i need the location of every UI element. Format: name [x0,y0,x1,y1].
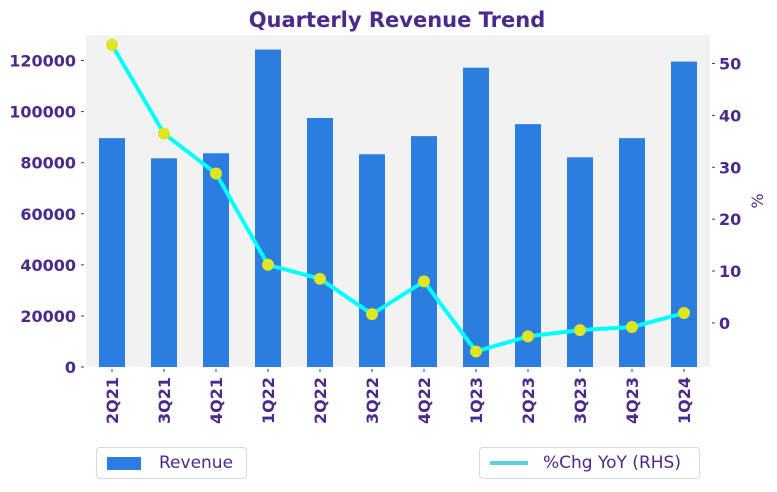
yoy-point-4Q22 [418,275,430,288]
yoy-point-1Q24 [678,307,690,320]
right-axis-label: % [748,193,767,208]
plot-area [86,35,710,367]
bar-1Q22 [255,49,281,368]
x-tick-label: 4Q23 [623,377,642,424]
right-tick-label: 10 [719,262,741,281]
yoy-point-3Q21 [158,127,170,140]
left-tick-label: 20000 [20,307,76,326]
legend-label-yoy: %Chg YoY (RHS) [543,453,681,473]
left-tick-label: 0 [65,358,76,377]
right-tick-label: 40 [719,106,741,125]
left-tick-label: 60000 [20,205,76,224]
legend-swatch-revenue [107,456,141,470]
x-axis: 2Q21 3Q21 4Q21 1Q22 2Q22 3Q22 4Q22 1Q23 2Q23 3Q23… [103,369,694,424]
x-tick-label: 1Q23 [467,377,486,424]
right-tick-label: 30 [719,158,741,177]
bar-4Q22 [411,136,437,367]
bar-2Q23 [515,124,541,367]
x-tick-label: 2Q23 [519,377,538,424]
x-tick-label: 2Q22 [311,377,330,424]
bar-1Q24 [671,61,697,368]
chart-title: Quarterly Revenue Trend [249,8,546,32]
left-axis: 0 20000 40000 60000 80000 100000 120000 [9,52,84,377]
right-tick-label: 20 [719,210,741,229]
x-tick-label: 1Q24 [675,377,694,424]
x-tick-label: 1Q22 [259,377,278,424]
legend-yoy: %Chg YoY (RHS) [479,447,700,479]
yoy-line [110,43,685,354]
yoy-point-2Q22 [314,272,326,285]
yoy-point-1Q22 [262,258,274,271]
line-series [106,38,690,358]
bar-3Q21 [151,158,177,367]
yoy-point-4Q23 [626,321,638,334]
x-tick-label: 3Q22 [363,377,382,424]
legend-swatch-yoy [490,461,528,465]
bar-2Q22 [307,118,333,367]
x-tick-label: 4Q21 [207,377,226,424]
left-tick-label: 100000 [9,103,76,122]
yoy-point-2Q21 [106,38,118,51]
yoy-point-3Q22 [366,308,378,321]
left-tick-label: 120000 [9,52,76,71]
yoy-point-2Q23 [522,330,534,343]
x-tick-label: 2Q21 [103,377,122,424]
right-tick-label: 0 [719,314,730,333]
x-tick-label: 3Q21 [155,377,174,424]
x-tick-label: 4Q22 [415,377,434,424]
bar-3Q22 [359,154,385,367]
bar-1Q23 [463,67,489,367]
yoy-point-1Q23 [470,345,482,358]
right-axis: 0 10 20 30 40 50 [712,55,741,333]
legend-label-revenue: Revenue [159,453,234,473]
left-tick-label: 80000 [20,154,76,173]
yoy-point-3Q23 [574,324,586,337]
bar-2Q21 [99,138,125,367]
legend-revenue: Revenue [96,447,247,479]
bar-4Q21 [203,153,229,367]
x-tick-label: 3Q23 [571,377,590,424]
right-tick-label: 50 [719,55,741,74]
yoy-point-4Q21 [210,167,222,180]
bar-series [99,49,697,368]
left-tick-label: 40000 [20,256,76,275]
